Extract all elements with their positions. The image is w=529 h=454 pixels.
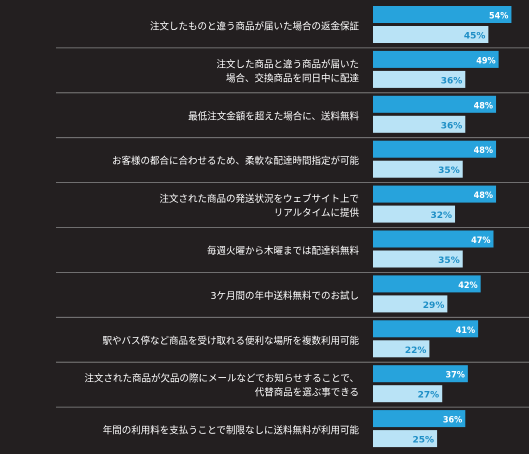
chart-row: 最低注文金額を超えた場合に、送料無料 48% 36%: [56, 92, 529, 133]
value-label-series-b: 27%: [418, 391, 440, 401]
bar-series-a: [373, 320, 479, 338]
bar-series-b: [373, 295, 448, 313]
category-label: 注文したものと違う商品が届いた場合の返金保証: [150, 21, 360, 33]
category-label: 代替商品を選ぶ事できる: [255, 387, 359, 399]
bar-series-a: [373, 6, 512, 23]
category-label: 最低注文金額を超えた場合に、送料無料: [188, 110, 359, 122]
chart-row: 3ケ月間の年中送料無料でのお試し 42% 29%: [56, 271, 529, 313]
value-label-series-b: 36%: [441, 121, 463, 131]
value-label-series-a: 41%: [456, 326, 475, 336]
chart-row: 毎週火曜から木曜までは配達料無料 47% 35%: [56, 227, 529, 268]
bar-series-b: [373, 160, 463, 178]
bar-series-a: [373, 365, 468, 383]
value-label-series-a: 49%: [476, 56, 495, 66]
chart-row: 駅やバス停など商品を受け取れる便利な場所を複数利用可能 41% 22%: [56, 316, 529, 358]
bar-series-b: [373, 70, 466, 88]
value-label-series-a: 54%: [489, 12, 508, 22]
bar-series-a: [373, 95, 497, 113]
value-label-series-b: 32%: [430, 211, 452, 221]
value-label-series-a: 48%: [474, 146, 493, 156]
value-label-series-a: 48%: [474, 191, 493, 201]
bar-series-a: [373, 140, 497, 158]
value-label-series-a: 48%: [474, 101, 493, 111]
category-label: 場合、交換商品を同日中に配達: [226, 72, 360, 84]
bar-series-b: [373, 205, 456, 223]
bar-series-b: [373, 430, 438, 448]
category-label: お客様の都合に合わせるため、柔軟な配達時間指定が可能: [112, 155, 360, 167]
category-label: 駅やバス停など商品を受け取れる便利な場所を複数利用可能: [102, 335, 359, 347]
category-label: 3ケ月間の年中送料無料でのお試し: [210, 290, 359, 302]
category-label: リアルタイムに提供: [274, 207, 360, 219]
value-label-series-b: 35%: [438, 256, 460, 266]
bar-series-a: [373, 275, 481, 293]
category-label: 毎週火曜から木曜までは配達料無料: [207, 245, 360, 257]
chart-row: 注文したものと違う商品が届いた場合の返金保証 54%45%: [150, 6, 512, 43]
bar-series-b: [373, 340, 430, 358]
value-label-series-b: 29%: [423, 301, 445, 311]
chart-row: 注文された商品が欠品の際にメールなどでお知らせすることで、代替商品を選ぶ事できる…: [56, 361, 529, 403]
value-label-series-b: 36%: [441, 76, 463, 86]
bar-series-b: [373, 26, 489, 43]
bar-series-a: [373, 185, 497, 203]
value-label-series-a: 47%: [471, 236, 490, 246]
value-label-series-a: 42%: [458, 281, 477, 291]
category-label: 注文された商品の発送状況をウェブサイト上で: [159, 193, 359, 205]
bar-series-a: [373, 410, 466, 428]
value-label-series-a: 36%: [443, 416, 462, 426]
chart-row: お客様の都合に合わせるため、柔軟な配達時間指定が可能 48% 35%: [56, 137, 529, 178]
category-label: 注文した商品と違う商品が届いた: [216, 58, 359, 70]
category-label: 注文された商品が欠品の際にメールなどでお知らせすることで、: [85, 373, 359, 385]
bar-series-b: [373, 115, 466, 133]
bar-series-a: [373, 50, 499, 68]
value-label-series-b: 25%: [413, 436, 435, 446]
value-label-series-a: 37%: [445, 371, 464, 381]
bar-series-b: [373, 250, 463, 268]
chart-row: 年間の利用料を支払うことで制限なしに送料無料が利用可能 36% 25%: [56, 406, 529, 448]
value-label-series-b: 22%: [405, 346, 427, 356]
value-label-series-b: 45%: [464, 32, 486, 42]
bar-series-b: [373, 385, 443, 403]
bar-series-a: [373, 230, 494, 248]
category-label: 年間の利用料を支払うことで制限なしに送料無料が利用可能: [103, 425, 360, 437]
value-label-series-b: 35%: [438, 166, 460, 176]
